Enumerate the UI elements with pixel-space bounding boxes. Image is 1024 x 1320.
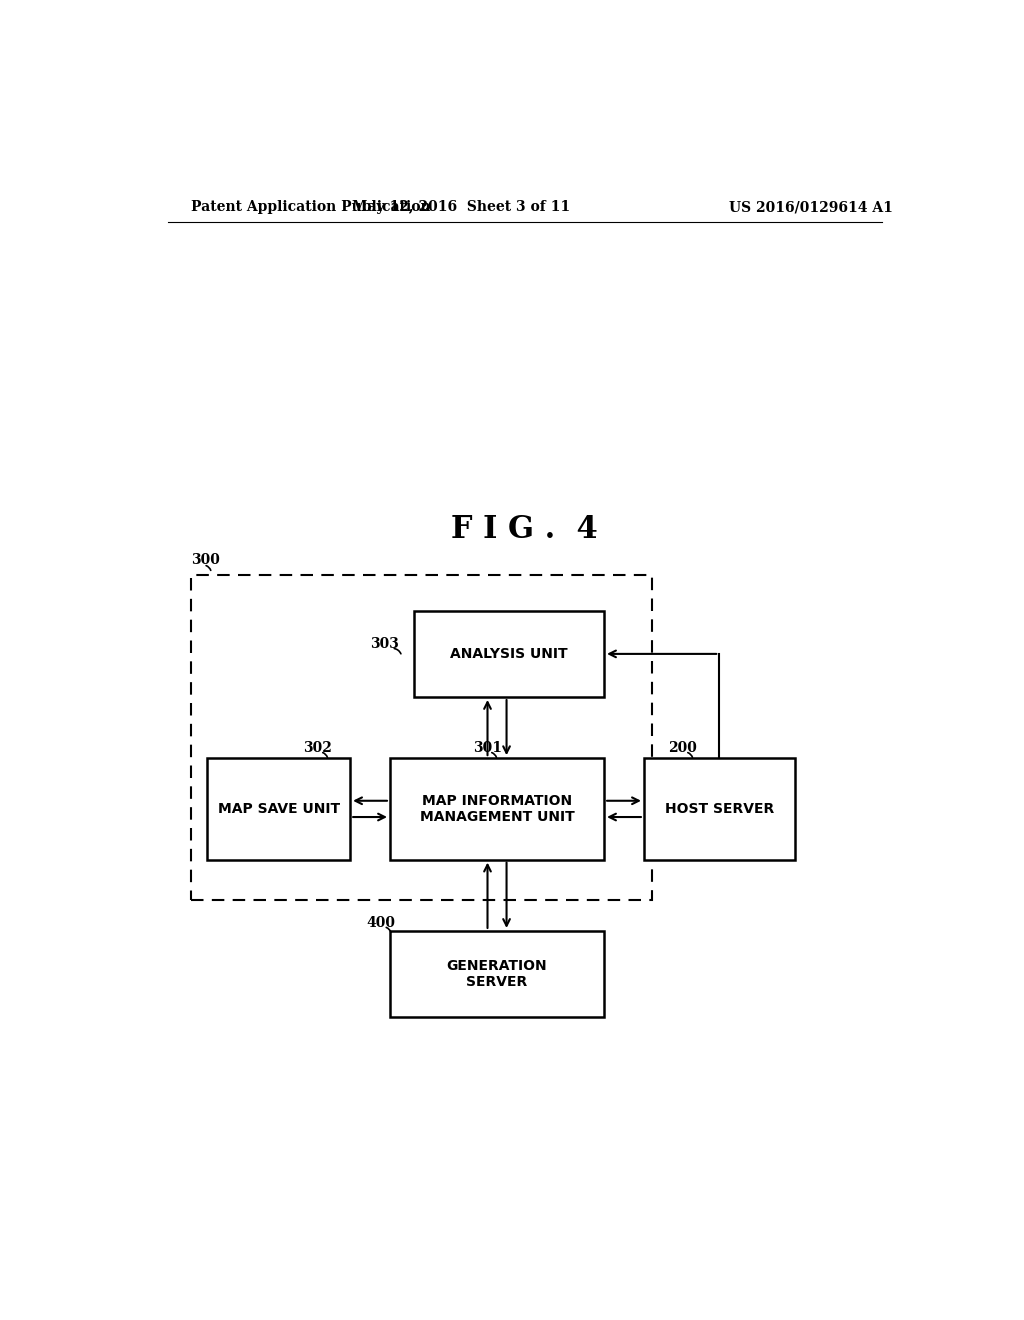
Text: 300: 300: [191, 553, 220, 566]
Bar: [644, 758, 795, 859]
Text: HOST SERVER: HOST SERVER: [665, 801, 774, 816]
Text: MAP SAVE UNIT: MAP SAVE UNIT: [218, 801, 340, 816]
Text: 303: 303: [370, 638, 399, 651]
Text: US 2016/0129614 A1: US 2016/0129614 A1: [728, 201, 893, 214]
Text: 302: 302: [303, 741, 332, 755]
Text: 200: 200: [668, 741, 696, 755]
Bar: [191, 576, 651, 900]
Text: May 12, 2016  Sheet 3 of 11: May 12, 2016 Sheet 3 of 11: [352, 201, 570, 214]
Text: F I G .  4: F I G . 4: [452, 513, 598, 545]
Text: 301: 301: [473, 741, 502, 755]
Bar: [414, 611, 604, 697]
Bar: [390, 931, 604, 1018]
Text: MAP INFORMATION
MANAGEMENT UNIT: MAP INFORMATION MANAGEMENT UNIT: [420, 793, 574, 824]
Text: ANALYSIS UNIT: ANALYSIS UNIT: [451, 647, 567, 661]
Text: 400: 400: [367, 916, 395, 929]
Bar: [207, 758, 350, 859]
Text: GENERATION
SERVER: GENERATION SERVER: [446, 958, 548, 989]
Text: Patent Application Publication: Patent Application Publication: [191, 201, 431, 214]
Bar: [390, 758, 604, 859]
